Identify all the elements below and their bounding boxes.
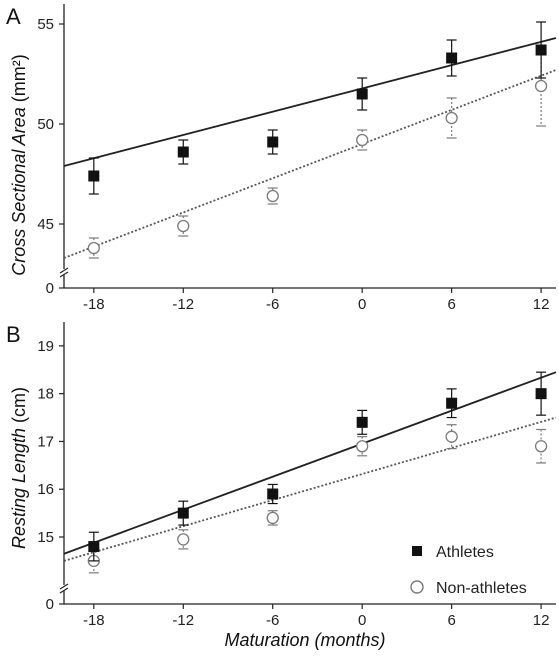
- panel-b-non-athletes-point: [266, 511, 279, 525]
- legend-non-athletes-marker: [410, 580, 424, 594]
- panel-a-non-athletes-point: [445, 111, 458, 125]
- panel-b-athletes-fit-line: [63, 371, 557, 555]
- panel-a-athletes-point: [356, 88, 368, 100]
- panel-b-y-tick-label: 19: [37, 338, 54, 355]
- panel-a-y-tick-label: 0: [46, 280, 54, 297]
- panel-a-axis-break-mark: [59, 267, 69, 274]
- panel-a-y-tick-label: 55: [37, 16, 54, 33]
- panel-a-athletes-point: [535, 44, 547, 56]
- panel-a-x-tick-label: 12: [533, 296, 550, 313]
- panel-a-y-tick-label: 50: [37, 116, 54, 133]
- panel-b-y-axis-title-unit: (cm): [9, 387, 29, 428]
- panel-b-y-tick-label: 18: [37, 386, 54, 403]
- panel-a-athletes-fit-line: [63, 37, 557, 167]
- panel-b-x-tick-label: -12: [172, 612, 194, 629]
- panel-a-non-athletes-point: [87, 241, 100, 255]
- panel-b-axis-break-mark: [59, 587, 69, 594]
- panel-a-chart: 0 45 50 55 -18 -12 -6 0 6 12: [37, 4, 557, 313]
- panel-b-axis-break-mark: [59, 583, 69, 590]
- panel-a-non-athletes-point: [266, 189, 279, 203]
- panel-a-x-tick-label: 0: [358, 296, 366, 313]
- panel-b-athletes-point: [535, 388, 547, 400]
- panel-a-y-axis-title-main: Cross Sectional Area: [9, 107, 29, 275]
- legend-athletes-marker: [412, 546, 422, 556]
- panel-a-letter: A: [6, 4, 21, 29]
- panel-b-non-athletes-point: [177, 533, 190, 546]
- panel-b-y-axis-title-main: Resting Length: [9, 428, 29, 549]
- panel-a-non-athletes-point: [177, 219, 190, 233]
- panel-a-x-tick-label: -12: [172, 296, 194, 313]
- panel-a-athletes-point: [446, 52, 458, 64]
- panel-b-non-athletes-point: [534, 440, 548, 453]
- panel-a-x-tick-label: -6: [266, 296, 279, 313]
- panel-a-athletes-point: [267, 136, 279, 148]
- panel-a-non-athletes-point: [534, 79, 548, 93]
- panel-b-non-athletes-point: [356, 440, 369, 453]
- panel-b-y-axis-title: Resting Length (cm): [9, 387, 29, 549]
- panel-b-y-tick-label: 16: [37, 481, 54, 498]
- panel-a-non-athletes-point: [356, 133, 369, 147]
- panel-b-letter: B: [6, 322, 21, 347]
- panel-b-athletes-point: [267, 488, 279, 500]
- panel-a-athletes-point: [177, 146, 189, 158]
- panel-b-chart: 0 15 16 17 18 19 -18 -12 -6 0 6 12: [37, 322, 557, 629]
- panel-b-y-tick-label: 0: [46, 596, 54, 613]
- panel-b-x-tick-label: 6: [447, 612, 455, 629]
- legend: Athletes Non-athletes: [410, 544, 527, 597]
- panel-b-y-tick-label: 17: [37, 433, 54, 450]
- panel-b-athletes-point: [177, 507, 189, 519]
- panel-a-non-athletes-fit-line: [63, 69, 557, 259]
- panel-b-y-tick-label: 15: [37, 529, 54, 546]
- panel-a-y-tick-label: 45: [37, 216, 54, 233]
- panel-b-athletes-point: [88, 541, 100, 553]
- panel-b-x-tick-label: -18: [83, 612, 105, 629]
- panel-b-x-tick-label: 0: [358, 612, 366, 629]
- panel-a-x-tick-label: -18: [83, 296, 105, 313]
- legend-athletes-label: Athletes: [436, 544, 494, 561]
- x-axis-title: Maturation (months): [224, 630, 385, 650]
- panel-b-non-athletes-point: [445, 430, 458, 443]
- panel-b-non-athletes-fit-line: [63, 416, 557, 562]
- panel-b-athletes-point: [446, 397, 458, 409]
- panel-a-y-axis-title-unit: (mm²): [9, 54, 29, 107]
- panel-b-athletes-point: [356, 416, 368, 428]
- legend-non-athletes-label: Non-athletes: [436, 580, 527, 597]
- panel-a-athletes-point: [88, 170, 100, 182]
- panel-a-axis-break-mark: [59, 271, 69, 278]
- panel-a-x-tick-label: 6: [447, 296, 455, 313]
- panel-b-x-tick-label: 12: [533, 612, 550, 629]
- panel-a-y-axis-title: Cross Sectional Area (mm²): [9, 54, 29, 275]
- panel-b-x-tick-label: -6: [266, 612, 279, 629]
